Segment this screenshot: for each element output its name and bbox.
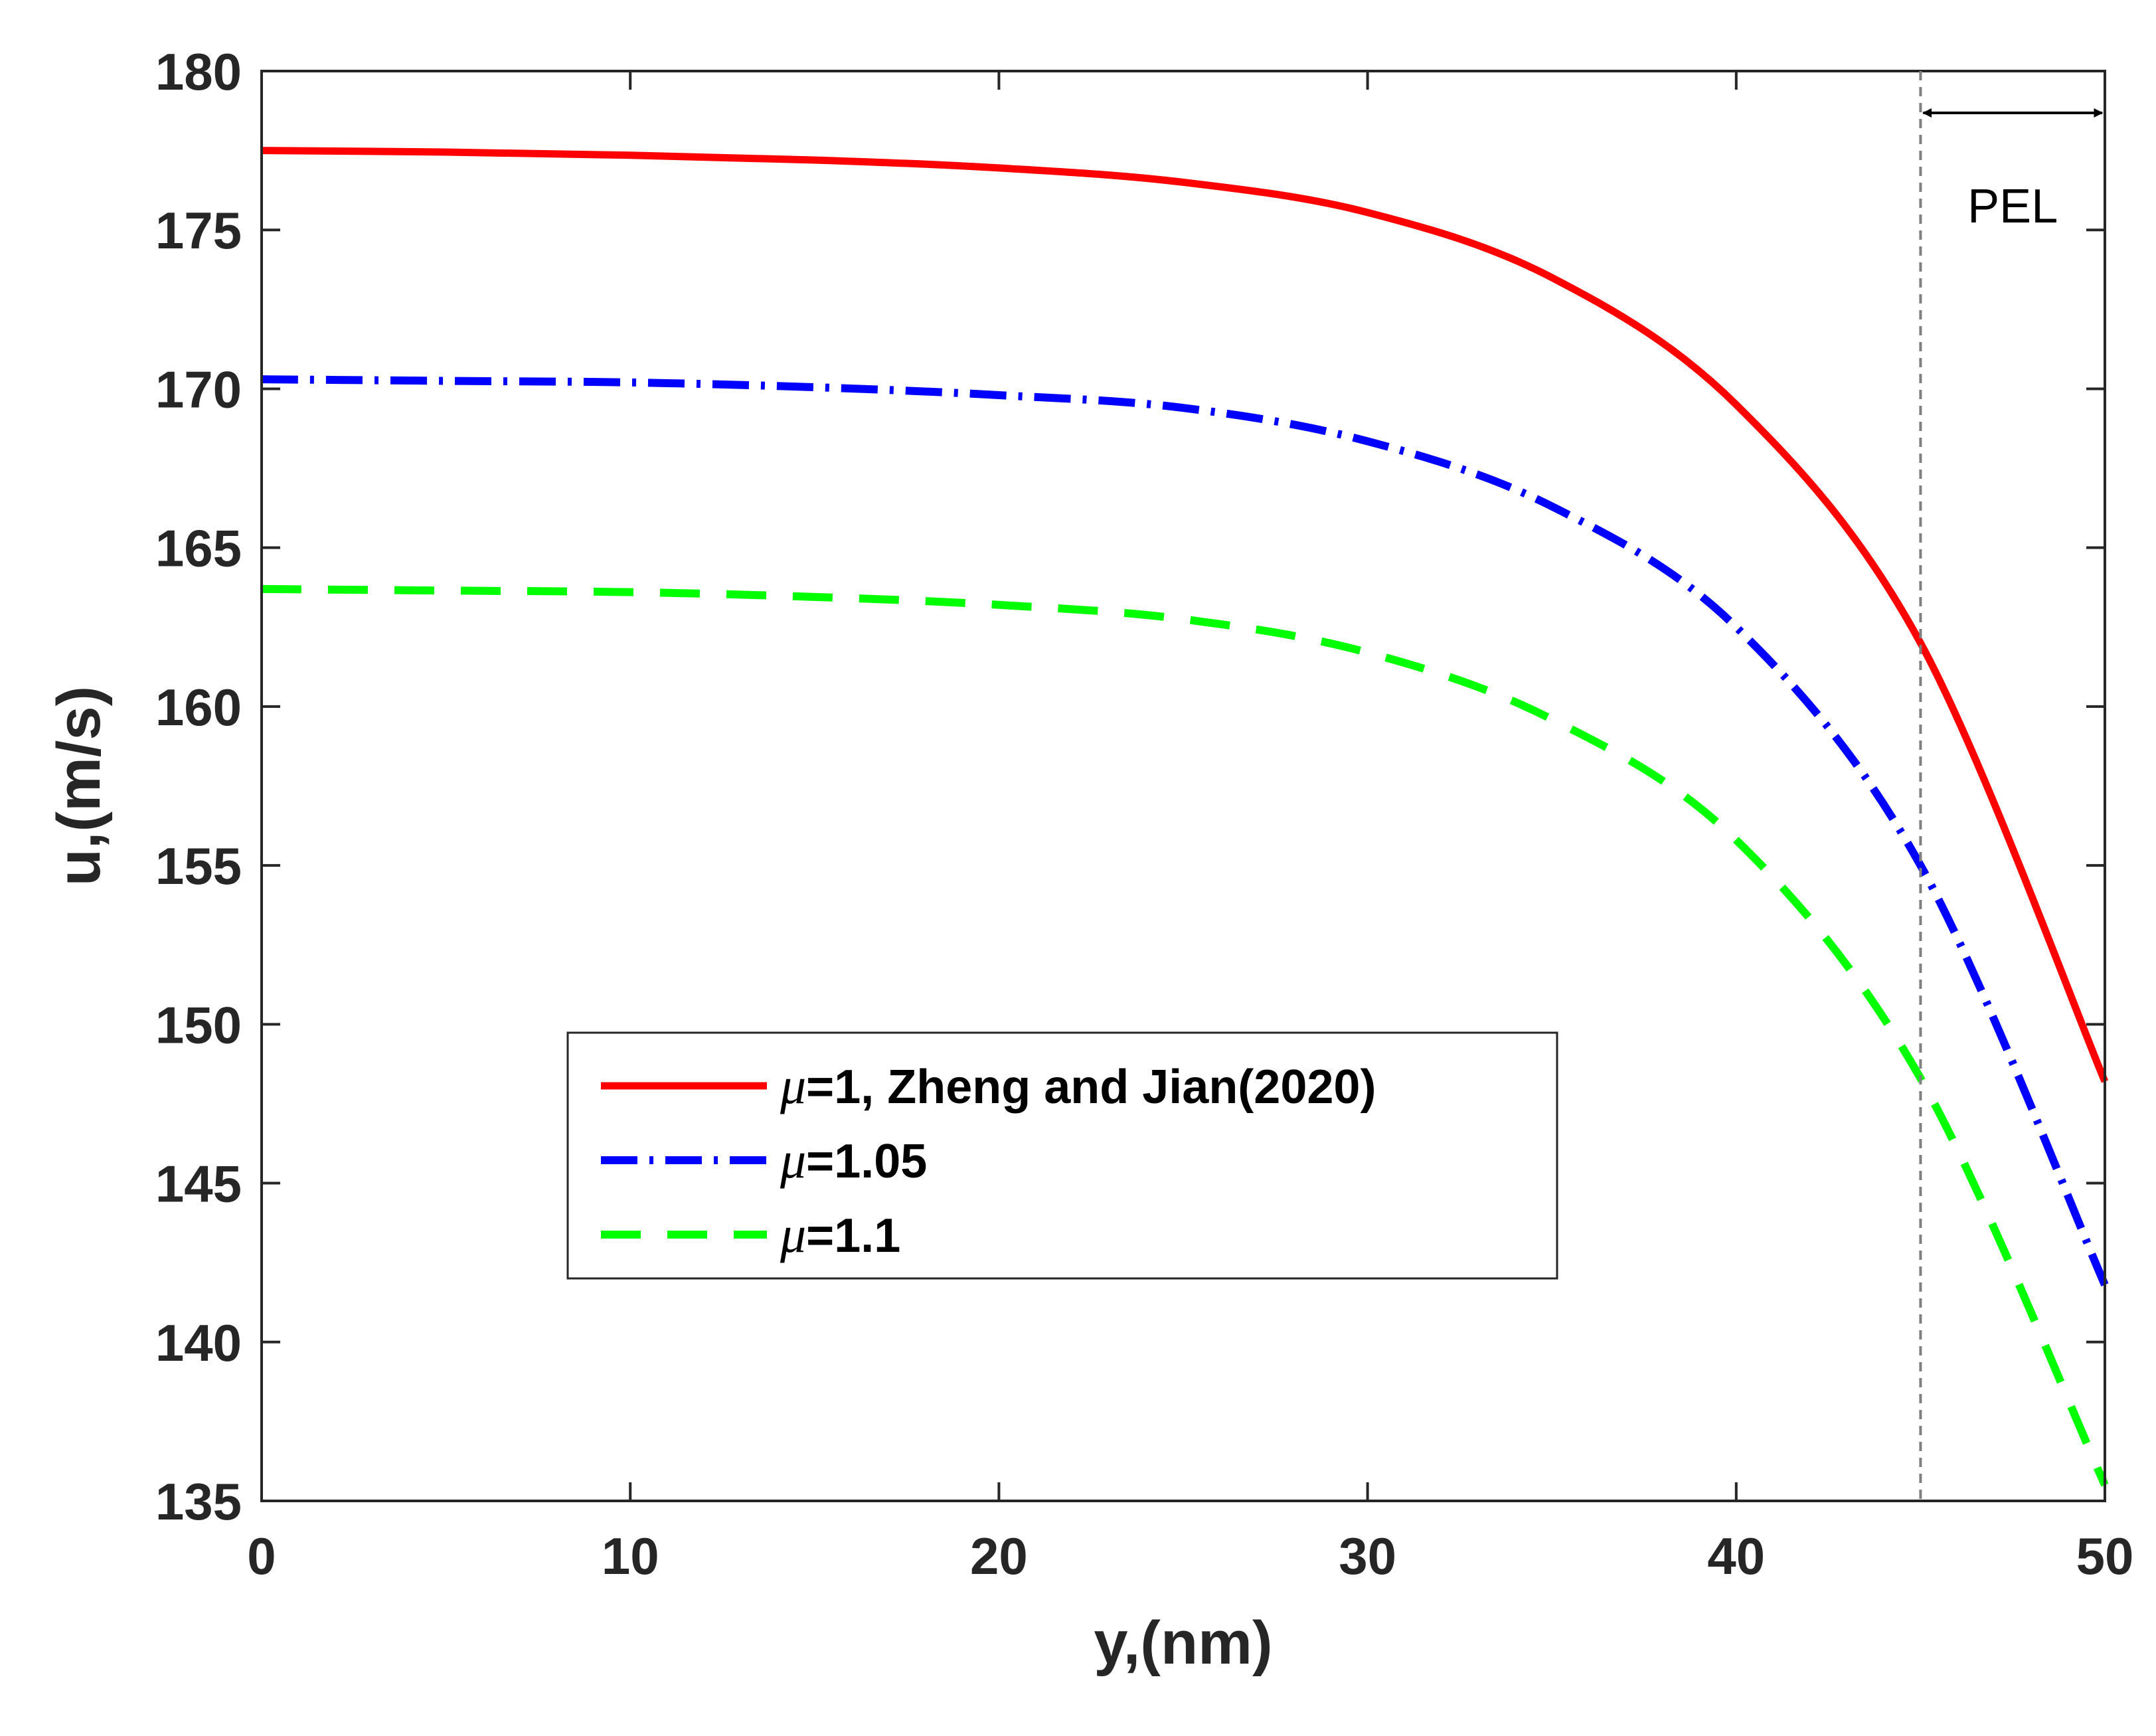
- y-tick-label: 175: [155, 201, 242, 260]
- legend-label-text: =1.05: [806, 1135, 927, 1188]
- y-tick-label: 135: [155, 1472, 242, 1531]
- y-tick-label: 150: [155, 996, 242, 1054]
- legend-label-text: =1, Zheng and Jian(2020): [806, 1061, 1376, 1114]
- series-line-0: [261, 147, 2109, 1083]
- x-tick-labels: 0 10 20 30 40 50: [247, 1527, 2133, 1585]
- pel-label: PEL: [1967, 180, 2058, 233]
- tick-marks: [260, 70, 2106, 1502]
- x-tick-label: 10: [602, 1527, 659, 1585]
- legend-label-text: =1.1: [806, 1209, 900, 1262]
- plot-frame: [260, 70, 2106, 1502]
- y-axis-label: u,(m/s): [45, 686, 113, 887]
- series-line-2: [261, 584, 2109, 1487]
- legend: μ=1, Zheng and Jian(2020)μ=1.05μ=1.1: [566, 1031, 1558, 1280]
- legend-box: [566, 1031, 1558, 1280]
- x-tick-label: 30: [1339, 1527, 1396, 1585]
- y-tick-label: 160: [155, 678, 242, 737]
- y-tick-label: 140: [155, 1314, 242, 1372]
- plot-lines: [261, 147, 2109, 1487]
- y-tick-label: 145: [155, 1155, 242, 1213]
- y-tick-label: 165: [155, 519, 242, 578]
- legend-mu-symbol: μ: [780, 1205, 806, 1263]
- x-tick-label: 50: [2076, 1527, 2134, 1585]
- y-tick-label: 155: [155, 837, 242, 895]
- legend-mu-symbol: μ: [780, 1057, 806, 1114]
- y-tick-label: 180: [155, 43, 242, 101]
- legend-label-2: μ=1.1: [780, 1205, 900, 1263]
- x-tick-label: 0: [247, 1527, 276, 1585]
- x-axis-label: y,(nm): [1094, 1609, 1272, 1677]
- series-line-1: [261, 375, 2109, 1287]
- x-tick-label: 40: [1707, 1527, 1765, 1585]
- legend-label-0: μ=1, Zheng and Jian(2020): [780, 1057, 1376, 1114]
- legend-label-1: μ=1.05: [780, 1131, 927, 1189]
- legend-mu-symbol: μ: [780, 1131, 806, 1189]
- y-tick-labels: 135 140 145 150 155 160 165 170 175 180: [155, 43, 242, 1531]
- x-tick-label: 20: [970, 1527, 1028, 1585]
- y-tick-label: 170: [155, 360, 242, 418]
